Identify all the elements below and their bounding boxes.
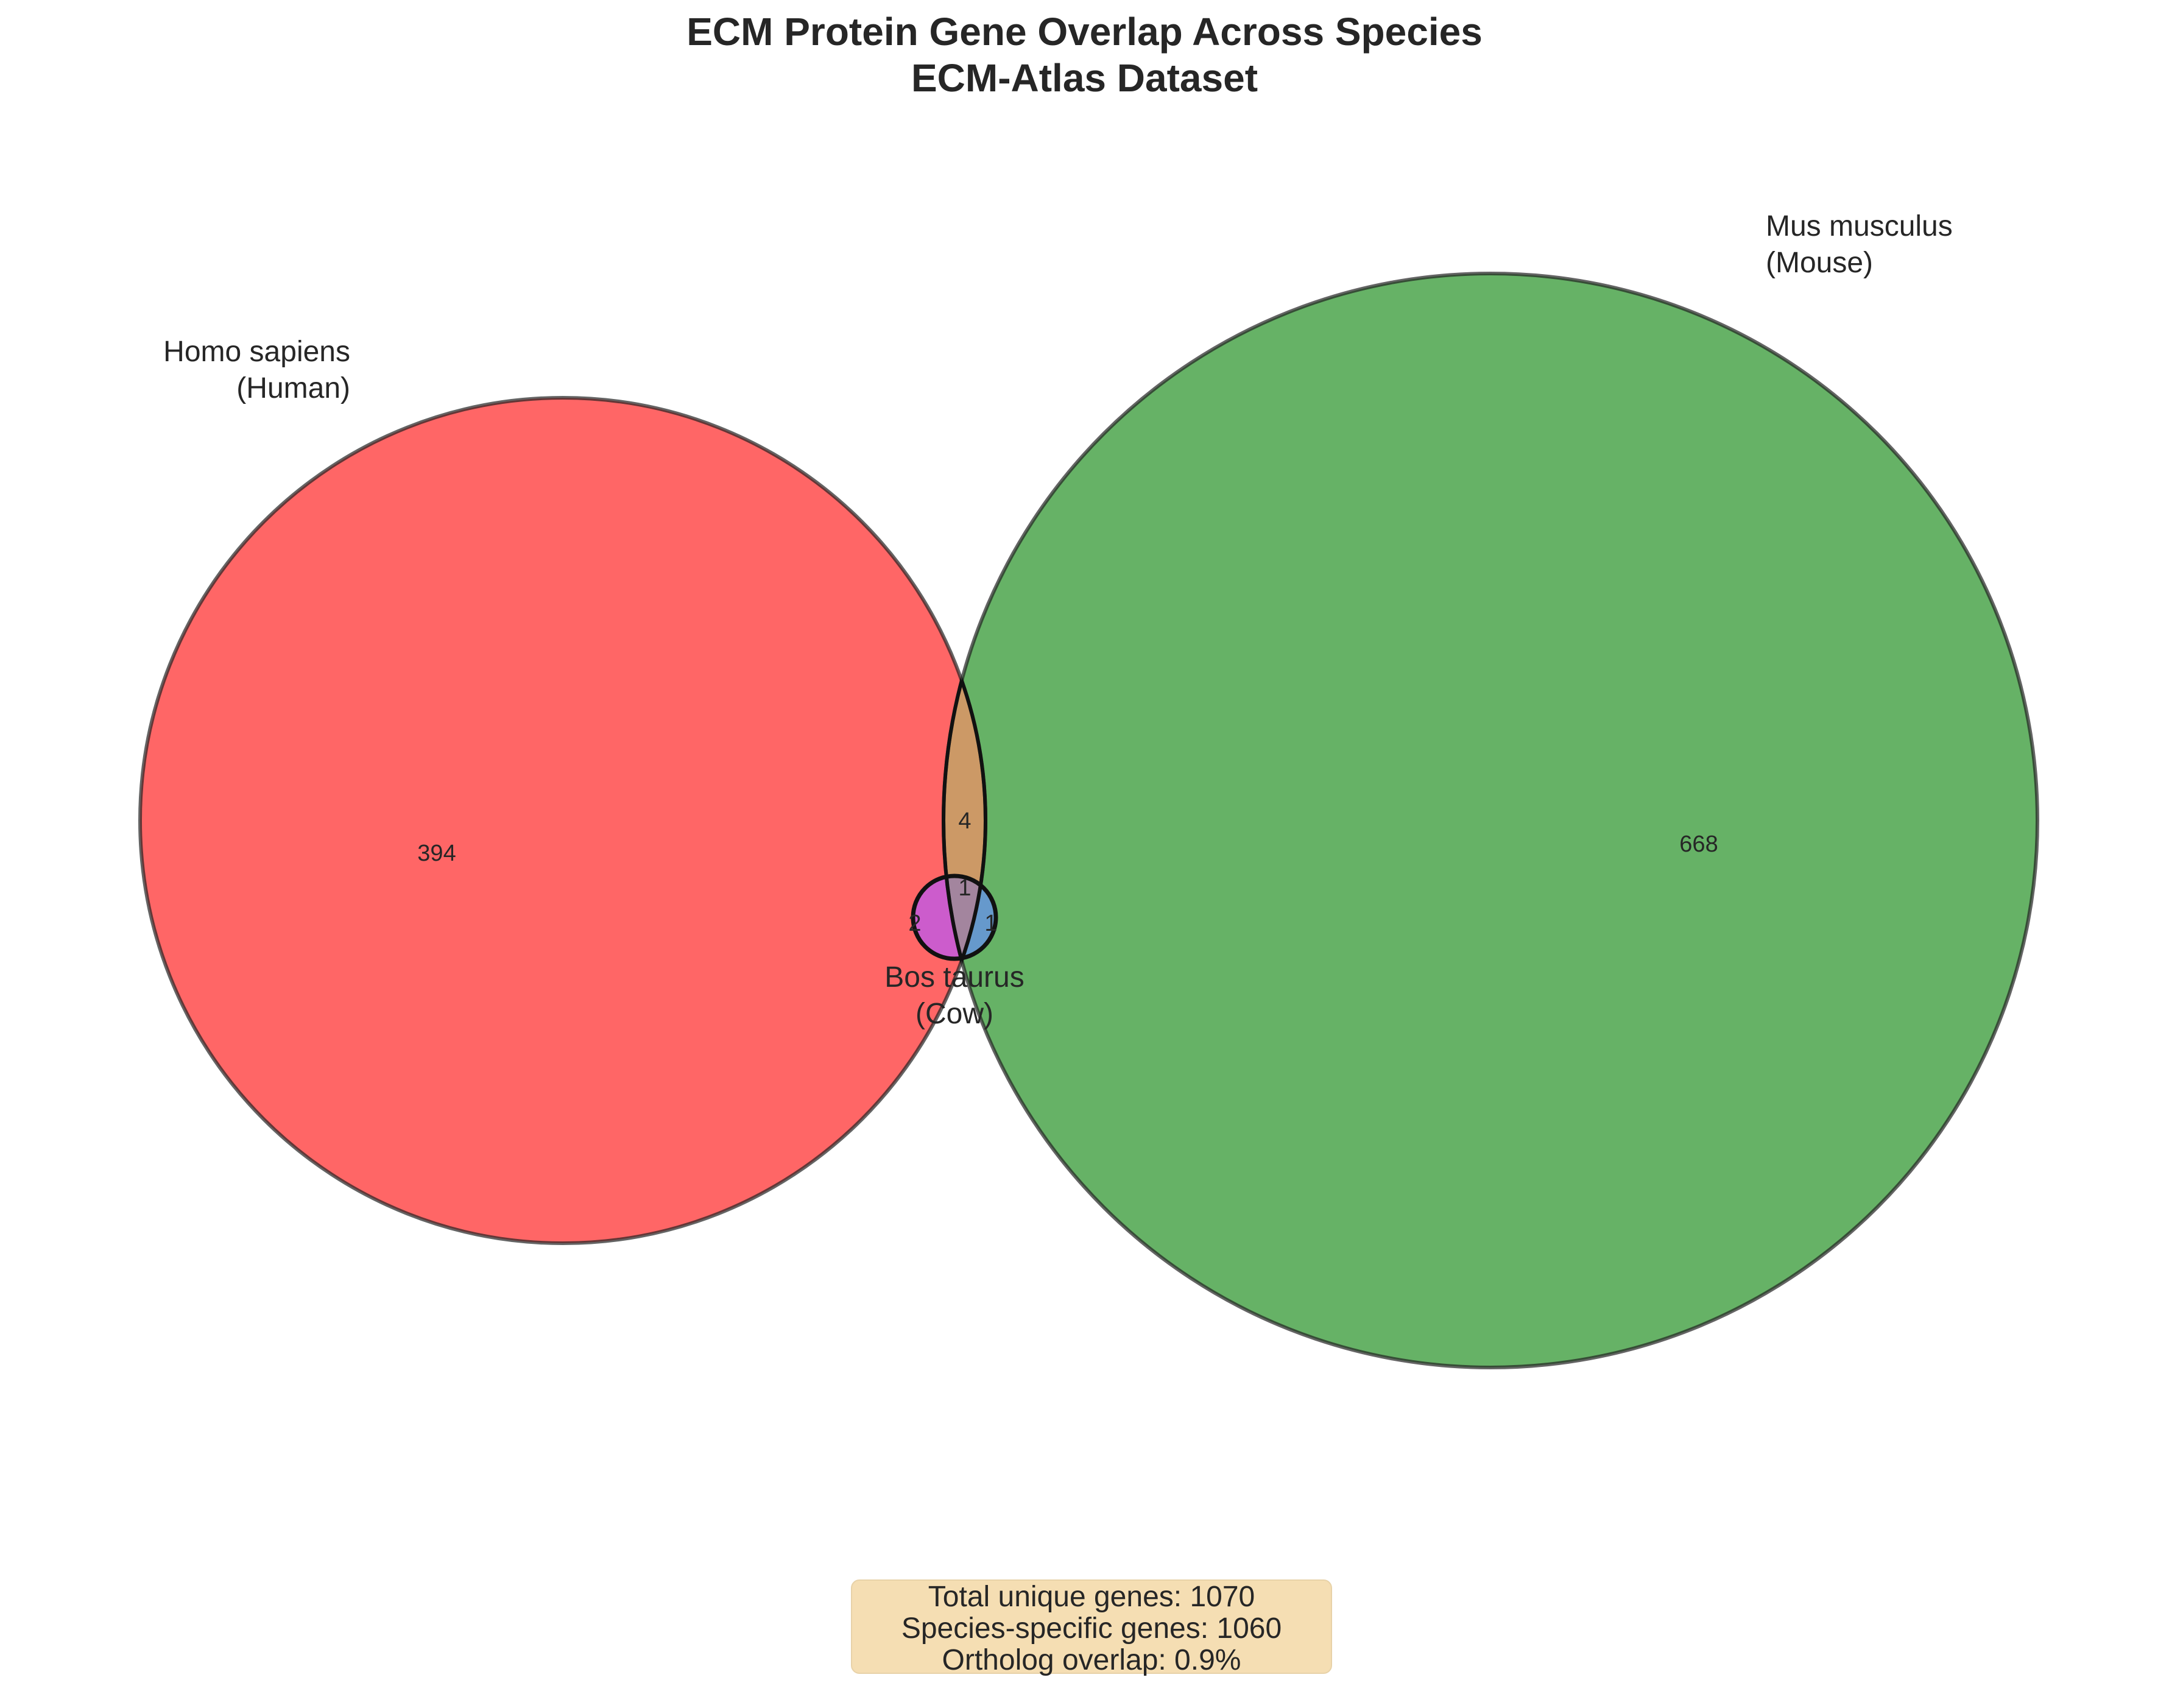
cow-label-name: Bos taurus (884, 961, 1024, 993)
species-specific-genes: Species-specific genes: 1060 (901, 1612, 1282, 1645)
mouse-only-count: 668 (1679, 831, 1718, 857)
title-line-2: ECM-Atlas Dataset (911, 56, 1258, 100)
all-three-count: 1 (958, 875, 971, 901)
cow-label-common: (Cow) (915, 998, 993, 1030)
lens-outline-left (943, 396, 987, 1245)
cow-circle-outline (911, 873, 998, 961)
mouse-cow-count: 1 (984, 911, 997, 936)
human-cow-count: 2 (908, 911, 921, 936)
chart-title: ECM Protein Gene Overlap Across Species … (0, 9, 2169, 101)
human-mouse-count: 4 (958, 808, 971, 834)
mouse-label-common: (Mouse) (1766, 247, 1873, 279)
total-unique-genes: Total unique genes: 1070 (928, 1581, 1255, 1613)
title-line-1: ECM Protein Gene Overlap Across Species (686, 10, 1483, 54)
ortholog-overlap: Ortholog overlap: 0.9% (942, 1644, 1241, 1676)
mouse-set-circle (943, 273, 2037, 1367)
human-label-name: Homo sapiens (163, 336, 350, 368)
mouse-label-name: Mus musculus (1766, 210, 1953, 242)
human-label-common: (Human) (236, 372, 350, 404)
human-set-circle (140, 398, 986, 1243)
human-only-count: 394 (417, 841, 456, 866)
summary-stats-box: Total unique genes: 1070 Species-specifi… (851, 1579, 1332, 1676)
lens-outline-right (942, 398, 986, 1243)
